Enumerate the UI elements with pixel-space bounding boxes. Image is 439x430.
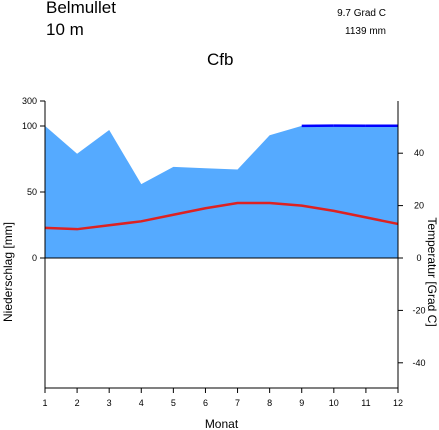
temperature-line [44,201,399,231]
month-tick-label: 5 [171,398,176,408]
precip-tick-label: 50 [27,187,37,197]
month-tick-label: 8 [267,398,272,408]
precip-tick-label: 0 [32,253,37,263]
month-tick-label: 11 [361,398,370,408]
x-axis-title: Monat [205,417,239,430]
month-tick-label: 1 [42,398,47,408]
month-tick-label: 2 [75,398,80,408]
mean-temperature: 9.7 Grad C [337,8,386,19]
month-tick-label: 6 [203,398,208,408]
right-axis-title: Temperatur [Grad C] [425,217,439,326]
month-tick-label: 10 [329,398,339,408]
precip-tick-label: 300 [22,96,37,106]
month-tick-label: 9 [299,398,304,408]
temp-tick-label: -20 [412,305,425,315]
station-name: Belmullet [46,0,116,17]
temp-tick-label: -40 [412,358,425,368]
month-tick-label: 7 [235,398,240,408]
precip-tick-label: 100 [22,121,37,131]
month-tick-label: 4 [139,398,144,408]
temp-tick-label: 20 [414,201,424,211]
month-tick-label: 3 [107,398,112,408]
annual-precipitation: 1139 mm [345,26,386,37]
temp-tick-label: 0 [416,253,421,263]
precipitation-area [45,125,398,258]
month-tick-label: 12 [393,398,403,408]
left-axis-title: Niederschlag [mm] [1,222,15,322]
temp-tick-label: 40 [414,148,424,158]
climate-classification: Cfb [207,50,234,69]
station-elevation: 10 m [46,20,84,39]
